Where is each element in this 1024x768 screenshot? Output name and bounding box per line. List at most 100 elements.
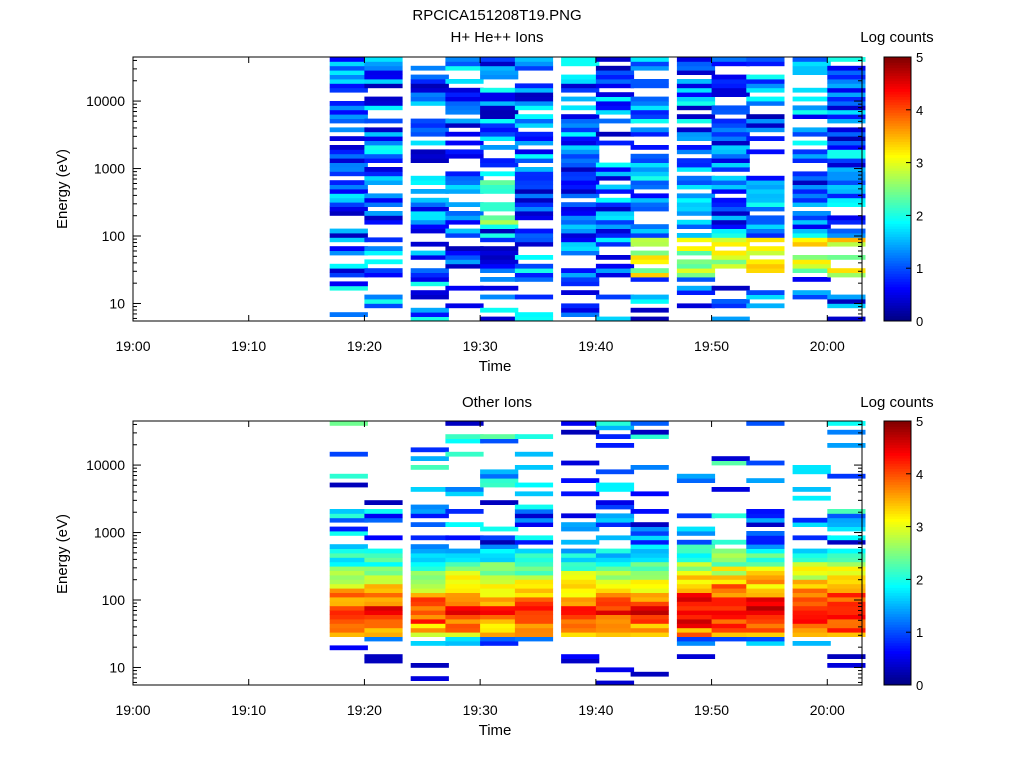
heatmap-cell [561, 579, 600, 585]
colorbar-swatch [884, 125, 911, 129]
heatmap-cell [561, 583, 600, 589]
axes: 19:00 19:10 19:20 19:30 19:40 19:50 20:00 10 100… [86, 56, 863, 354]
colorbar-swatch [884, 315, 911, 319]
heatmap-cell [792, 487, 831, 492]
heatmap-cell [792, 211, 831, 216]
heatmap-cell [630, 627, 669, 633]
heatmap-cell [595, 101, 635, 106]
colorbar-swatch [884, 600, 911, 604]
heatmap-cell [480, 570, 519, 576]
heatmap-cell [827, 65, 866, 71]
heatmap-cell [561, 614, 600, 620]
heatmap-cell [329, 180, 368, 185]
heatmap-cell [746, 636, 785, 642]
heatmap-cell [561, 158, 600, 163]
heatmap-cell [364, 272, 403, 278]
colorbar-swatch [884, 442, 911, 446]
heatmap-cell [711, 241, 750, 247]
heatmap-cell [410, 175, 449, 181]
heatmap-cell [630, 228, 669, 234]
heatmap-cell [514, 561, 554, 567]
heatmap-cell [595, 522, 635, 527]
heatmap-cell [827, 109, 866, 115]
heatmap-cell [445, 548, 484, 554]
heatmap-cell [595, 557, 635, 563]
heatmap-cell [329, 87, 368, 93]
heatmap-cell [561, 180, 600, 185]
heatmap-cell [711, 553, 750, 558]
heatmap-cell [827, 101, 866, 106]
heatmap-cell [410, 605, 449, 611]
x-tick-label: 19:30 [463, 702, 498, 718]
heatmap-cell [445, 579, 484, 585]
heatmap-cell [792, 70, 831, 75]
heatmap-cell [827, 623, 866, 629]
heatmap-cell [711, 588, 750, 593]
x-tick-label: 19:00 [115, 702, 150, 718]
heatmap-cell [410, 158, 449, 163]
heatmap-cell [676, 57, 716, 62]
heatmap-cell [676, 592, 716, 598]
heatmap-cell [561, 561, 600, 567]
heatmap-cell [480, 548, 519, 554]
heatmap-cell [514, 215, 554, 221]
heatmap-cell [827, 189, 866, 194]
heatmap-cell [827, 74, 866, 80]
colorbar-swatch [884, 640, 911, 644]
heatmap-cell [561, 127, 600, 133]
heatmap-cell [561, 429, 600, 435]
colorbar-swatch [884, 67, 911, 71]
heatmap-cell [711, 513, 750, 519]
heatmap-cell [746, 570, 785, 576]
heatmap-cell [676, 136, 716, 141]
colorbar-swatch [884, 582, 911, 586]
heatmap-cell [410, 65, 449, 71]
heatmap-cell [792, 241, 831, 247]
heatmap-cell [329, 211, 368, 216]
heatmap-cell [364, 557, 403, 563]
heatmap-cell [445, 561, 484, 567]
colorbar-swatch [884, 136, 911, 140]
heatmap-cell [595, 627, 635, 633]
x-tick-label: 20:00 [810, 702, 845, 718]
heatmap-cell [676, 101, 716, 106]
heatmap-cell [827, 127, 866, 133]
colorbar-swatch [884, 210, 911, 214]
heatmap-cell [480, 109, 519, 115]
colorbar-swatch [884, 189, 911, 193]
heatmap-cell [827, 522, 866, 527]
heatmap-cell [746, 96, 785, 102]
heatmap-cell [595, 548, 635, 554]
colorbar-swatch [884, 191, 911, 195]
heatmap-cell [480, 623, 519, 629]
y-tick-label: 1000 [94, 525, 125, 541]
heatmap-cell [364, 175, 403, 181]
colorbar-swatch [884, 663, 911, 668]
heatmap-cell [410, 487, 449, 492]
heatmap-cell [561, 526, 600, 532]
heatmap-cell [792, 153, 831, 159]
colorbar-swatch [884, 677, 911, 681]
heatmap-cell [514, 482, 554, 488]
colorbar-swatch [884, 637, 911, 641]
heatmap-cell [561, 566, 600, 571]
heatmap-cell [595, 575, 635, 580]
heatmap-cell [630, 561, 669, 567]
heatmap-cell [676, 583, 716, 589]
colorbar-swatch [884, 162, 911, 166]
heatmap-cell [630, 592, 669, 598]
heatmap-cell [514, 180, 554, 185]
heatmap-cell [630, 105, 669, 111]
heatmap-cell [480, 592, 519, 598]
heatmap-cell [630, 294, 669, 300]
heatmap-cell [746, 627, 785, 633]
heatmap-cell [445, 597, 484, 602]
colorbar-swatch [884, 173, 911, 177]
colorbar-swatch [884, 107, 911, 111]
colorbar-swatch [884, 579, 911, 583]
heatmap-cell [746, 294, 785, 300]
heatmap-cell [630, 614, 669, 620]
heatmap-cell [410, 663, 449, 668]
colorbar-swatch [884, 463, 911, 467]
heatmap-cell [364, 145, 403, 150]
